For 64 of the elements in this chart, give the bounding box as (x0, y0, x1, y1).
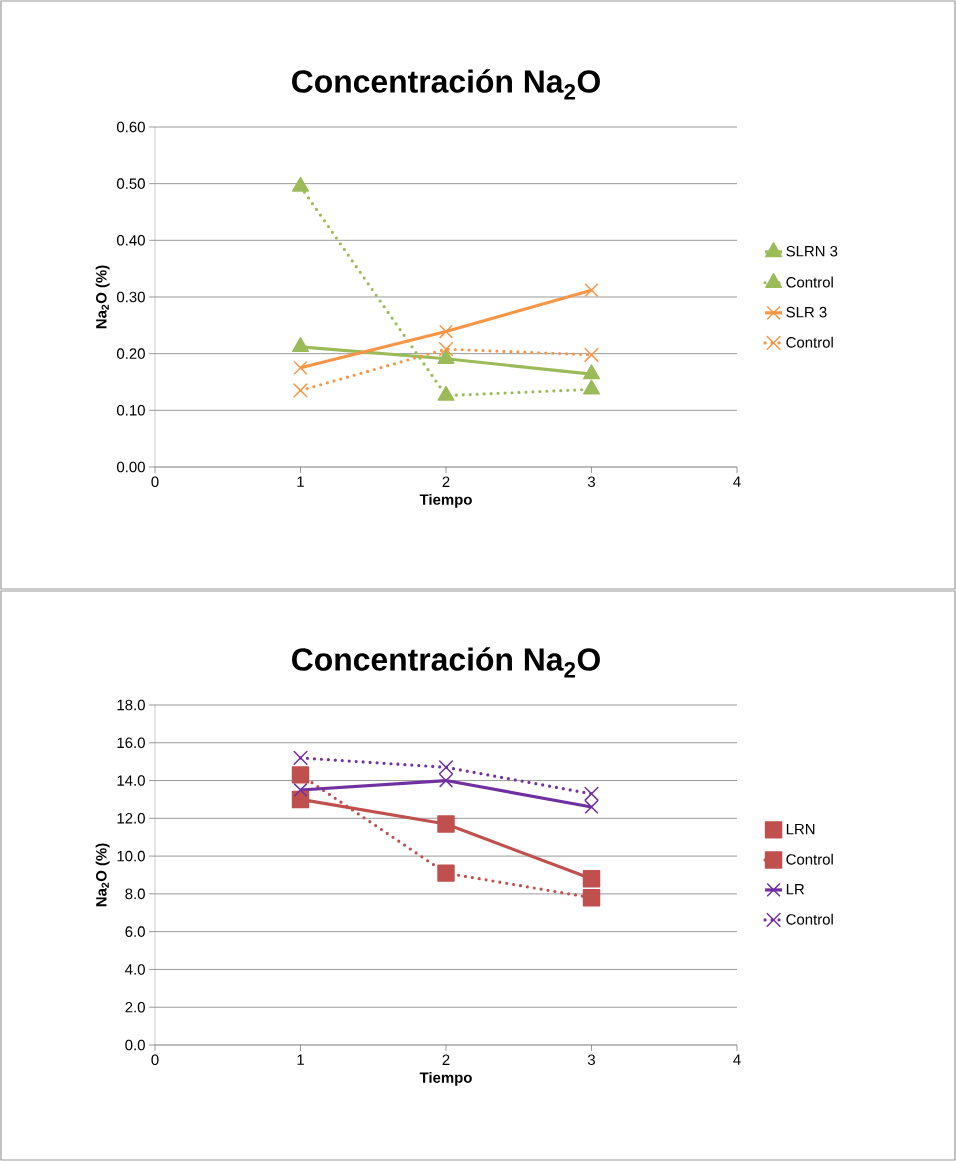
point (437, 349, 455, 364)
legend-label: LRN (786, 823, 815, 835)
x-tick-label: 0 (151, 1054, 159, 1066)
point (437, 815, 455, 833)
y-tick-label: 0.20 (116, 348, 145, 359)
y-tick-label: 0.60 (116, 121, 145, 133)
point (584, 283, 599, 298)
point (582, 888, 601, 907)
x-tick-label: 4 (733, 476, 741, 487)
x-axis-title: Tiempo (419, 493, 472, 508)
point (293, 383, 308, 398)
point (293, 782, 308, 798)
y-tick-label: 4.0 (125, 964, 145, 975)
point (438, 342, 454, 357)
point (584, 786, 599, 801)
point (582, 379, 601, 395)
legend-label: Control (786, 853, 833, 865)
point (437, 864, 455, 882)
y-tick-label: 6.0 (125, 926, 145, 937)
y-axis-title: Na$_{2}$O (%) (95, 265, 110, 329)
point (584, 347, 599, 362)
point (291, 766, 310, 784)
x-axis-title: Tiempo (419, 1071, 472, 1086)
legend-label: SLRN 3 (786, 245, 838, 257)
point (582, 870, 601, 888)
x-tick-label: 4 (733, 1054, 741, 1065)
y-tick-label: 0.0 (125, 1039, 145, 1051)
legend-label: Control (786, 276, 833, 288)
y-tick-label: 2.0 (125, 1001, 145, 1013)
x-tick-label: 2 (442, 1054, 450, 1065)
y-tick-label: 0.40 (116, 235, 145, 246)
x-tick-label: 3 (587, 476, 595, 488)
x-tick-label: 2 (442, 476, 450, 487)
legend-label: Control (786, 913, 833, 925)
legend-label: LR (786, 884, 805, 895)
y-tick-label: 0.00 (116, 461, 145, 473)
point (291, 176, 310, 192)
point (438, 324, 454, 339)
y-tick-label: 18.0 (117, 699, 145, 711)
chart-title: Concentración Na$_{2}$O (292, 69, 600, 100)
y-tick-label: 16.0 (117, 737, 145, 749)
y-tick-label: 0.30 (116, 291, 145, 303)
point (291, 337, 310, 353)
point (438, 773, 454, 788)
y-tick-label: 0.10 (116, 405, 145, 416)
x-tick-label: 3 (587, 1054, 595, 1066)
y-tick-label: 12.0 (117, 813, 145, 824)
y-axis-title: Na$_{2}$O (%) (95, 843, 110, 907)
y-tick-label: 14.0 (117, 775, 145, 786)
x-tick-label: 1 (297, 1054, 304, 1065)
x-tick-label: 1 (297, 476, 304, 487)
point (293, 360, 308, 375)
point (438, 760, 454, 775)
chart-title: Concentración Na$_{2}$O (292, 647, 600, 678)
y-tick-label: 0.50 (116, 178, 145, 189)
y-tick-label: 8.0 (125, 888, 145, 900)
point (584, 799, 599, 815)
point (293, 750, 308, 765)
point (582, 364, 601, 380)
point (437, 385, 455, 401)
legend-label: Control (786, 336, 833, 348)
legend-label: SLR 3 (786, 306, 827, 318)
x-tick-label: 0 (151, 476, 159, 488)
y-tick-label: 10.0 (117, 850, 145, 862)
